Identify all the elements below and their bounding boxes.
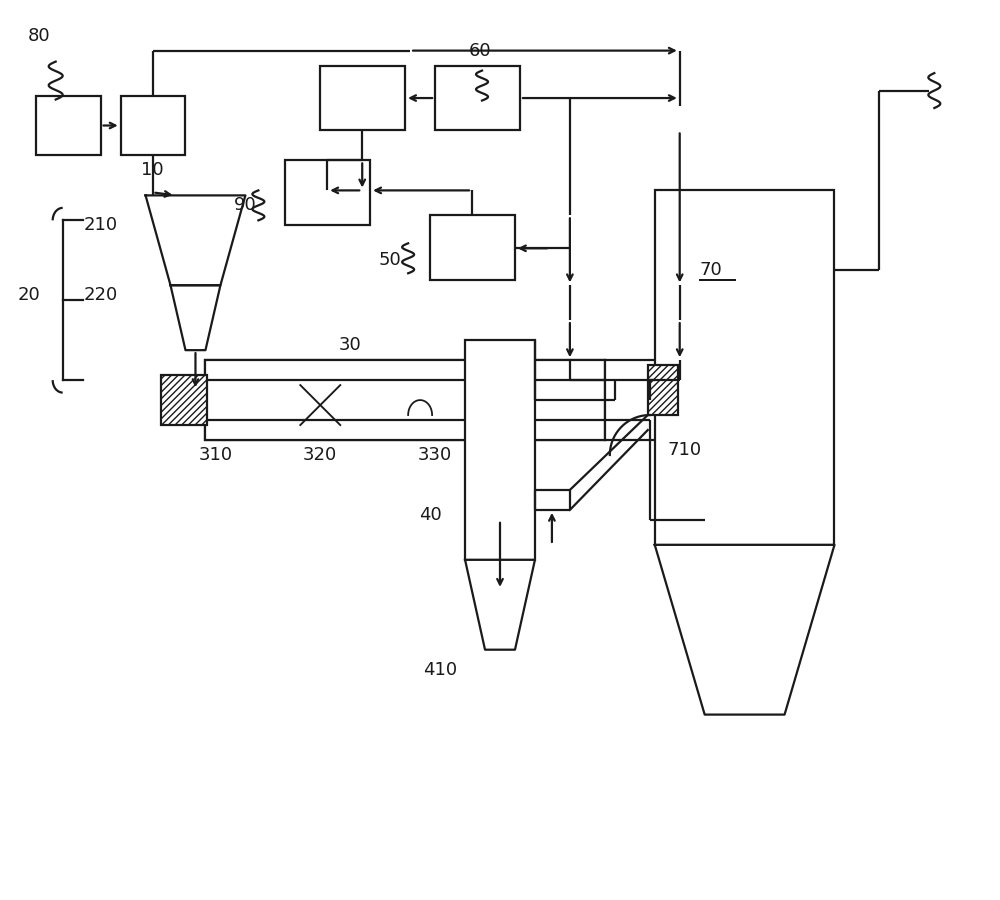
Text: 80: 80 xyxy=(27,27,50,45)
Text: 210: 210 xyxy=(84,216,118,234)
Bar xyxy=(655,191,834,544)
Bar xyxy=(161,375,207,425)
Text: 10: 10 xyxy=(141,161,164,179)
Polygon shape xyxy=(146,195,245,285)
Bar xyxy=(435,66,520,130)
Text: 70: 70 xyxy=(700,261,722,279)
Bar xyxy=(320,66,405,130)
Text: 220: 220 xyxy=(83,286,118,304)
Bar xyxy=(430,215,515,280)
Text: 50: 50 xyxy=(379,251,402,269)
Bar xyxy=(465,340,535,560)
Text: 320: 320 xyxy=(303,446,337,464)
Bar xyxy=(205,420,605,440)
Bar xyxy=(205,380,605,420)
Text: 90: 90 xyxy=(234,196,257,214)
Text: 60: 60 xyxy=(469,41,491,59)
Text: 710: 710 xyxy=(668,441,702,459)
Polygon shape xyxy=(171,285,220,350)
Polygon shape xyxy=(465,560,535,650)
Text: 410: 410 xyxy=(423,661,457,679)
Bar xyxy=(605,360,660,440)
Text: 40: 40 xyxy=(419,506,441,524)
Text: 30: 30 xyxy=(339,337,362,355)
Text: 310: 310 xyxy=(198,446,233,464)
Bar xyxy=(205,360,605,380)
Bar xyxy=(121,95,185,156)
Bar xyxy=(648,365,678,415)
Bar xyxy=(36,95,101,156)
Bar xyxy=(285,160,370,225)
Text: 20: 20 xyxy=(17,286,40,304)
Bar xyxy=(205,360,605,440)
Text: 330: 330 xyxy=(418,446,452,464)
Polygon shape xyxy=(655,544,834,715)
